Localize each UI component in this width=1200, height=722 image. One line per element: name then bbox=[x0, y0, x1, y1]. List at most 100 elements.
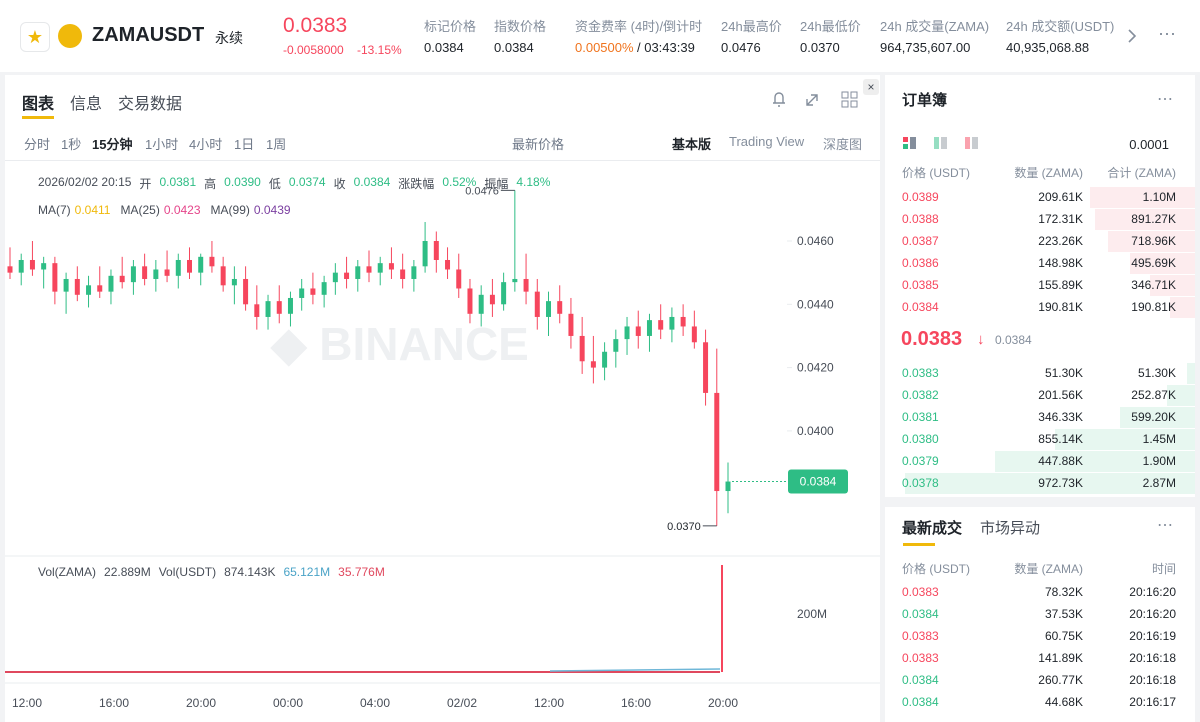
candle-body bbox=[265, 301, 271, 317]
last-price: 0.0383 bbox=[283, 14, 348, 37]
price[interactable]: 0.0384 bbox=[902, 300, 939, 314]
total: 599.20K bbox=[1131, 410, 1176, 424]
price[interactable]: 0.0380 bbox=[902, 432, 939, 446]
price[interactable]: 0.0388 bbox=[902, 212, 939, 226]
candle-body bbox=[74, 278, 80, 295]
info-label: 振幅 bbox=[484, 177, 509, 191]
interval[interactable]: 1日 bbox=[234, 137, 255, 152]
time-tick-label: 20:00 bbox=[186, 696, 216, 710]
candle-body bbox=[534, 291, 540, 317]
info-value: 2026/02/02 20:15 bbox=[38, 175, 132, 189]
total: 1.45M bbox=[1142, 432, 1176, 446]
candle-body bbox=[7, 266, 13, 273]
price-tick-label: 0.0400 bbox=[797, 424, 834, 438]
interval[interactable]: 1周 bbox=[266, 137, 287, 152]
candle-body bbox=[467, 288, 473, 314]
price-tick-label: 0.0440 bbox=[797, 297, 834, 311]
quantity: 972.73K bbox=[1038, 476, 1083, 490]
price[interactable]: 0.0389 bbox=[902, 190, 939, 204]
price-tick-label: 0.0420 bbox=[797, 361, 834, 375]
price-change-pct: -13.15% bbox=[357, 43, 402, 57]
stat-value: 964,735,607.00 bbox=[880, 40, 971, 55]
trades-tab[interactable]: 最新成交 bbox=[902, 520, 963, 537]
orderbook-menu[interactable]: ⋯ bbox=[1157, 91, 1173, 108]
quantity: 855.14K bbox=[1038, 432, 1083, 446]
total: 252.87K bbox=[1131, 388, 1176, 402]
orderbook-layout-icons[interactable] bbox=[903, 137, 983, 151]
tab[interactable]: 图表 bbox=[22, 96, 55, 113]
candle-body bbox=[142, 266, 148, 279]
trade-price: 0.0384 bbox=[902, 695, 939, 709]
volume-item: Vol(ZAMA) bbox=[38, 565, 97, 579]
trades-tab[interactable]: 市场异动 bbox=[980, 520, 1041, 537]
price-tick-label: 0.0460 bbox=[797, 234, 834, 248]
candle-body bbox=[63, 278, 69, 292]
price-source[interactable]: 最新价格 bbox=[512, 137, 565, 152]
total: 891.27K bbox=[1131, 212, 1176, 226]
stat-value: 0.0384 bbox=[424, 40, 464, 55]
time-tick-label: 16:00 bbox=[621, 696, 651, 710]
view-option[interactable]: Trading View bbox=[729, 134, 805, 149]
stat-extra: / 03:43:39 bbox=[637, 40, 695, 55]
more-menu[interactable]: ⋯ bbox=[1158, 24, 1176, 44]
candle-body bbox=[130, 266, 136, 283]
depth-bar bbox=[1130, 253, 1195, 274]
price[interactable]: 0.0387 bbox=[902, 234, 939, 248]
stat-value: 0.00500% bbox=[575, 40, 634, 55]
interval[interactable]: 1小时 bbox=[145, 137, 179, 152]
price[interactable]: 0.0382 bbox=[902, 388, 939, 402]
stat-label: 24h 成交量(ZAMA) bbox=[880, 19, 990, 34]
quantity: 201.56K bbox=[1038, 388, 1083, 402]
price[interactable]: 0.0386 bbox=[902, 256, 939, 270]
time-tick-label: 02/02 bbox=[447, 696, 477, 710]
candle-body bbox=[187, 259, 192, 273]
interval[interactable]: 4小时 bbox=[189, 137, 223, 152]
info-label: 高 bbox=[204, 177, 217, 191]
candle-body bbox=[287, 297, 293, 314]
total: 1.10M bbox=[1142, 190, 1176, 204]
candle-body bbox=[523, 278, 529, 292]
info-value: 0.0384 bbox=[353, 175, 391, 189]
tab[interactable]: 信息 bbox=[70, 96, 103, 113]
price[interactable]: 0.0381 bbox=[902, 410, 939, 424]
price[interactable]: 0.0378 bbox=[902, 476, 939, 490]
candle-body bbox=[725, 481, 731, 492]
candle-body bbox=[433, 241, 439, 260]
precision-select[interactable]: 0.0001 bbox=[1129, 137, 1169, 152]
candle-body bbox=[546, 301, 551, 317]
quantity: 447.88K bbox=[1038, 454, 1083, 468]
volume-item: 874.143K bbox=[224, 565, 276, 579]
ma-value: 0.0411 bbox=[74, 203, 111, 217]
view-option[interactable]: 基本版 bbox=[672, 137, 712, 152]
trades-menu[interactable]: ⋯ bbox=[1157, 517, 1173, 534]
candle-body bbox=[568, 313, 574, 336]
price[interactable]: 0.0383 bbox=[902, 366, 939, 380]
info-value: 0.0381 bbox=[159, 175, 197, 189]
total: 1.90M bbox=[1142, 454, 1176, 468]
candle-body bbox=[209, 256, 215, 267]
toolbar-icons bbox=[773, 91, 858, 108]
column-header: 数量 (ZAMA) bbox=[1014, 562, 1083, 576]
candle-body bbox=[366, 266, 372, 273]
close-button[interactable]: × bbox=[863, 79, 879, 95]
contract-type[interactable]: 永续 bbox=[215, 30, 243, 46]
time-tick-label: 16:00 bbox=[99, 696, 129, 710]
volume-tick-label: 200M bbox=[797, 607, 827, 621]
stat-label: 24h最高价 bbox=[721, 19, 782, 34]
candle-body bbox=[691, 326, 697, 343]
ma-name: MA(25) bbox=[120, 203, 160, 217]
price-change: -0.0058000 bbox=[283, 43, 344, 57]
next-arrow[interactable] bbox=[1125, 28, 1139, 44]
interval[interactable]: 15分钟 bbox=[92, 137, 133, 152]
price[interactable]: 0.0385 bbox=[902, 278, 939, 292]
interval[interactable]: 1秒 bbox=[61, 137, 82, 152]
depth-bar bbox=[1108, 231, 1195, 252]
watermark: ◆ BINANCE bbox=[270, 318, 529, 370]
interval[interactable]: 分时 bbox=[24, 137, 51, 152]
ma-name: MA(99) bbox=[210, 203, 250, 217]
price[interactable]: 0.0379 bbox=[902, 454, 939, 468]
tab[interactable]: 交易数据 bbox=[118, 96, 183, 113]
favorite-star[interactable]: ★ bbox=[20, 22, 50, 52]
view-option[interactable]: 深度图 bbox=[823, 137, 863, 152]
ma-value: 0.0423 bbox=[163, 203, 201, 217]
